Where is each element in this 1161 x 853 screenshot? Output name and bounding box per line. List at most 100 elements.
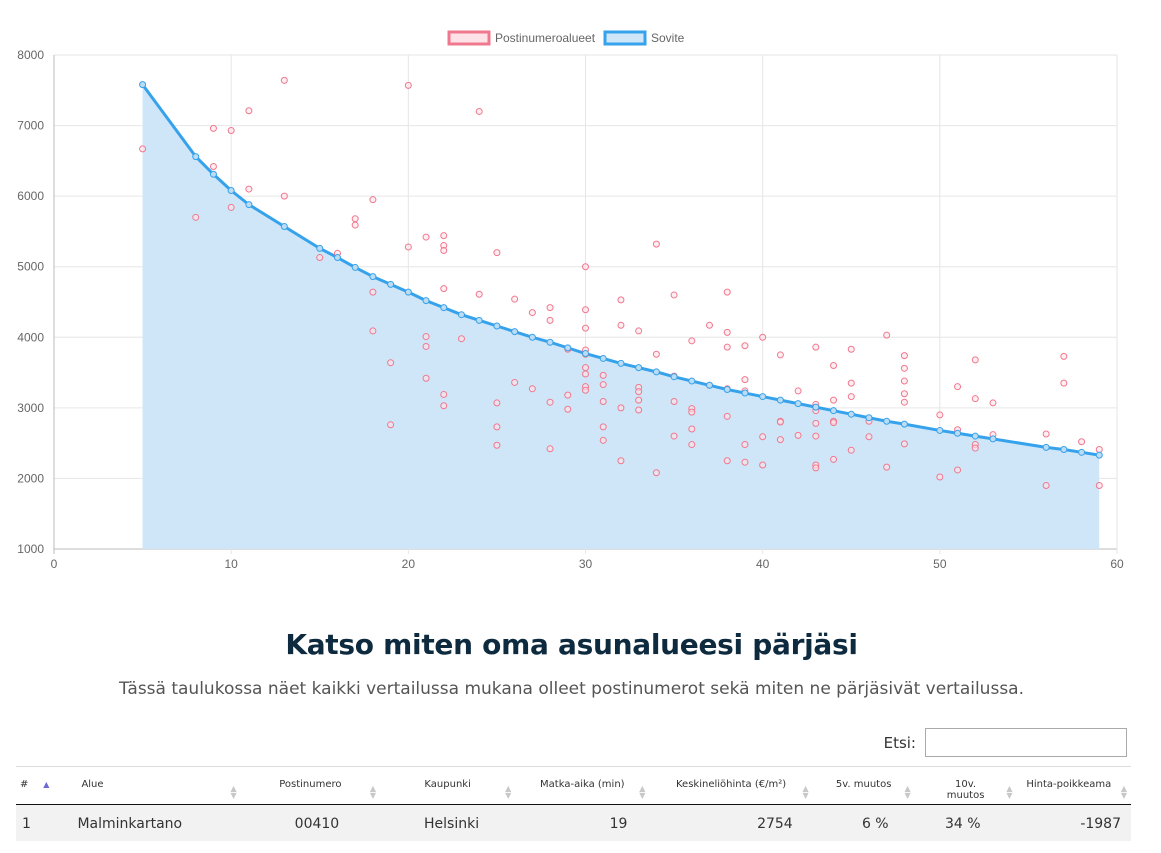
scatter-point[interactable] bbox=[209, 163, 217, 171]
scatter-point[interactable] bbox=[1095, 481, 1103, 489]
scatter-point[interactable] bbox=[369, 288, 377, 296]
column-header-10y-change[interactable]: 10v. muutos ▲ ▼ bbox=[914, 766, 1017, 805]
scatter-point[interactable] bbox=[564, 405, 572, 413]
fit-point[interactable] bbox=[440, 304, 448, 312]
scatter-point[interactable] bbox=[670, 291, 678, 299]
fit-point[interactable] bbox=[546, 338, 554, 346]
scatter-point[interactable] bbox=[440, 246, 448, 254]
sort-icon[interactable]: ▲ ▼ bbox=[639, 784, 646, 800]
scatter-point[interactable] bbox=[599, 398, 607, 406]
fit-point[interactable] bbox=[1078, 448, 1086, 456]
scatter-point[interactable] bbox=[351, 221, 359, 229]
fit-point[interactable] bbox=[351, 263, 359, 271]
scatter-point[interactable] bbox=[599, 381, 607, 389]
scatter-point[interactable] bbox=[546, 445, 554, 453]
scatter-point[interactable] bbox=[546, 304, 554, 312]
scatter-point[interactable] bbox=[440, 232, 448, 240]
fit-point[interactable] bbox=[971, 432, 979, 440]
scatter-point[interactable] bbox=[759, 333, 767, 341]
scatter-point[interactable] bbox=[971, 356, 979, 364]
table-row[interactable]: 1 Malminkartano 00410 Helsinki 19 2754 6… bbox=[16, 804, 1131, 841]
fit-point[interactable] bbox=[989, 435, 997, 443]
scatter-point[interactable] bbox=[900, 352, 908, 360]
scatter-point[interactable] bbox=[404, 81, 412, 89]
fit-point[interactable] bbox=[387, 280, 395, 288]
fit-point[interactable] bbox=[245, 201, 253, 209]
scatter-point[interactable] bbox=[847, 345, 855, 353]
scatter-point[interactable] bbox=[1078, 438, 1086, 446]
sort-icon[interactable]: ▲ ▼ bbox=[904, 784, 911, 800]
scatter-point[interactable] bbox=[900, 390, 908, 398]
scatter-point[interactable] bbox=[794, 431, 802, 439]
scatter-point[interactable] bbox=[830, 362, 838, 370]
scatter-point[interactable] bbox=[582, 386, 589, 394]
scatter-point[interactable] bbox=[564, 391, 572, 399]
scatter-point[interactable] bbox=[759, 433, 767, 441]
fit-point[interactable] bbox=[316, 244, 324, 252]
scatter-point[interactable] bbox=[883, 463, 891, 471]
scatter-point[interactable] bbox=[971, 395, 979, 403]
fit-point[interactable] bbox=[900, 420, 908, 428]
scatter-point[interactable] bbox=[422, 374, 430, 382]
scatter-point[interactable] bbox=[830, 419, 838, 427]
fit-point[interactable] bbox=[617, 359, 625, 367]
scatter-point[interactable] bbox=[493, 441, 501, 449]
scatter-point[interactable] bbox=[847, 446, 855, 454]
scatter-point[interactable] bbox=[617, 296, 625, 304]
column-header-area[interactable]: Alue ▲ ▼ bbox=[53, 766, 241, 805]
scatter-point[interactable] bbox=[989, 399, 997, 407]
scatter-point[interactable] bbox=[582, 306, 589, 314]
column-header-commute[interactable]: Matka-aika (min) ▲ ▼ bbox=[515, 766, 650, 805]
scatter-point[interactable] bbox=[635, 396, 643, 404]
scatter-point[interactable] bbox=[511, 378, 519, 386]
fit-point[interactable] bbox=[333, 254, 341, 262]
scatter-point[interactable] bbox=[599, 423, 607, 431]
scatter-point[interactable] bbox=[280, 76, 288, 84]
fit-point[interactable] bbox=[635, 364, 643, 372]
sort-icon[interactable]: ▲ ▼ bbox=[802, 784, 809, 800]
scatter-point[interactable] bbox=[812, 432, 820, 440]
scatter-point[interactable] bbox=[900, 440, 908, 448]
scatter-point[interactable] bbox=[192, 213, 200, 221]
sort-icon[interactable]: ▲ ▼ bbox=[369, 784, 377, 800]
fit-point[interactable] bbox=[528, 333, 536, 341]
scatter-point[interactable] bbox=[582, 324, 589, 332]
scatter-point[interactable] bbox=[635, 327, 643, 335]
scatter-point[interactable] bbox=[1042, 481, 1050, 489]
fit-point[interactable] bbox=[1095, 451, 1103, 459]
scatter-point[interactable] bbox=[475, 107, 483, 115]
scatter-point[interactable] bbox=[812, 343, 820, 351]
scatter-point[interactable] bbox=[830, 455, 838, 463]
scatter-point[interactable] bbox=[546, 398, 554, 406]
fit-point[interactable] bbox=[847, 410, 855, 418]
fit-point[interactable] bbox=[706, 381, 714, 389]
fit-point[interactable] bbox=[280, 222, 288, 230]
scatter-point[interactable] bbox=[776, 436, 784, 444]
fit-point[interactable] bbox=[493, 322, 501, 330]
scatter-point[interactable] bbox=[652, 469, 660, 477]
fit-point[interactable] bbox=[776, 396, 784, 404]
scatter-point[interactable] bbox=[759, 461, 767, 469]
scatter-point[interactable] bbox=[900, 398, 908, 406]
scatter-point[interactable] bbox=[493, 399, 501, 407]
scatter-point[interactable] bbox=[582, 370, 589, 378]
scatter-point[interactable] bbox=[670, 398, 678, 406]
column-header-postcode[interactable]: Postinumero ▲ ▼ bbox=[240, 766, 381, 805]
scatter-point[interactable] bbox=[688, 425, 696, 433]
scatter-point[interactable] bbox=[227, 127, 235, 135]
scatter-point[interactable] bbox=[511, 295, 519, 303]
sort-icon[interactable]: ▲ ▼ bbox=[505, 784, 512, 800]
scatter-point[interactable] bbox=[280, 192, 288, 200]
fit-point[interactable] bbox=[741, 389, 749, 397]
fit-point[interactable] bbox=[511, 328, 519, 336]
scatter-point[interactable] bbox=[883, 331, 891, 339]
fit-point[interactable] bbox=[475, 316, 483, 324]
scatter-point[interactable] bbox=[245, 107, 253, 115]
fit-point[interactable] bbox=[759, 393, 767, 401]
scatter-point[interactable] bbox=[493, 423, 501, 431]
scatter-point[interactable] bbox=[635, 406, 643, 414]
scatter-point[interactable] bbox=[688, 408, 696, 416]
fit-point[interactable] bbox=[723, 386, 731, 394]
fit-point[interactable] bbox=[688, 377, 696, 385]
scatter-point[interactable] bbox=[546, 316, 554, 324]
